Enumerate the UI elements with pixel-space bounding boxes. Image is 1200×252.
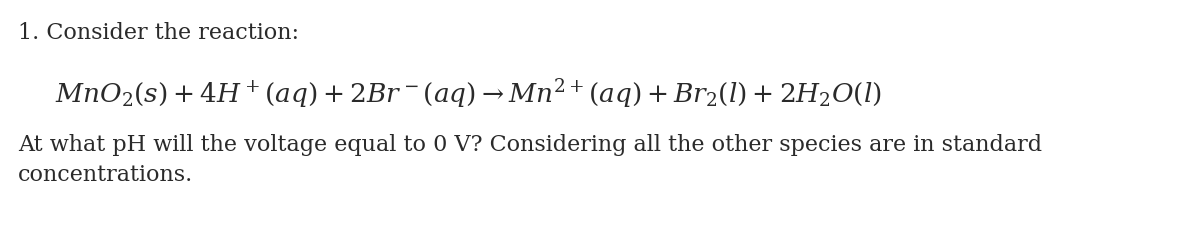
Text: $MnO_2(s) + 4H^+(aq) + 2Br^-(aq) \rightarrow Mn^{2+}(aq) + Br_2(l) + 2H_2O(l)$: $MnO_2(s) + 4H^+(aq) + 2Br^-(aq) \righta… bbox=[55, 77, 882, 110]
Text: 1. Consider the reaction:: 1. Consider the reaction: bbox=[18, 22, 299, 44]
Text: concentrations.: concentrations. bbox=[18, 164, 193, 186]
Text: At what pH will the voltage equal to 0 V? Considering all the other species are : At what pH will the voltage equal to 0 V… bbox=[18, 134, 1042, 156]
